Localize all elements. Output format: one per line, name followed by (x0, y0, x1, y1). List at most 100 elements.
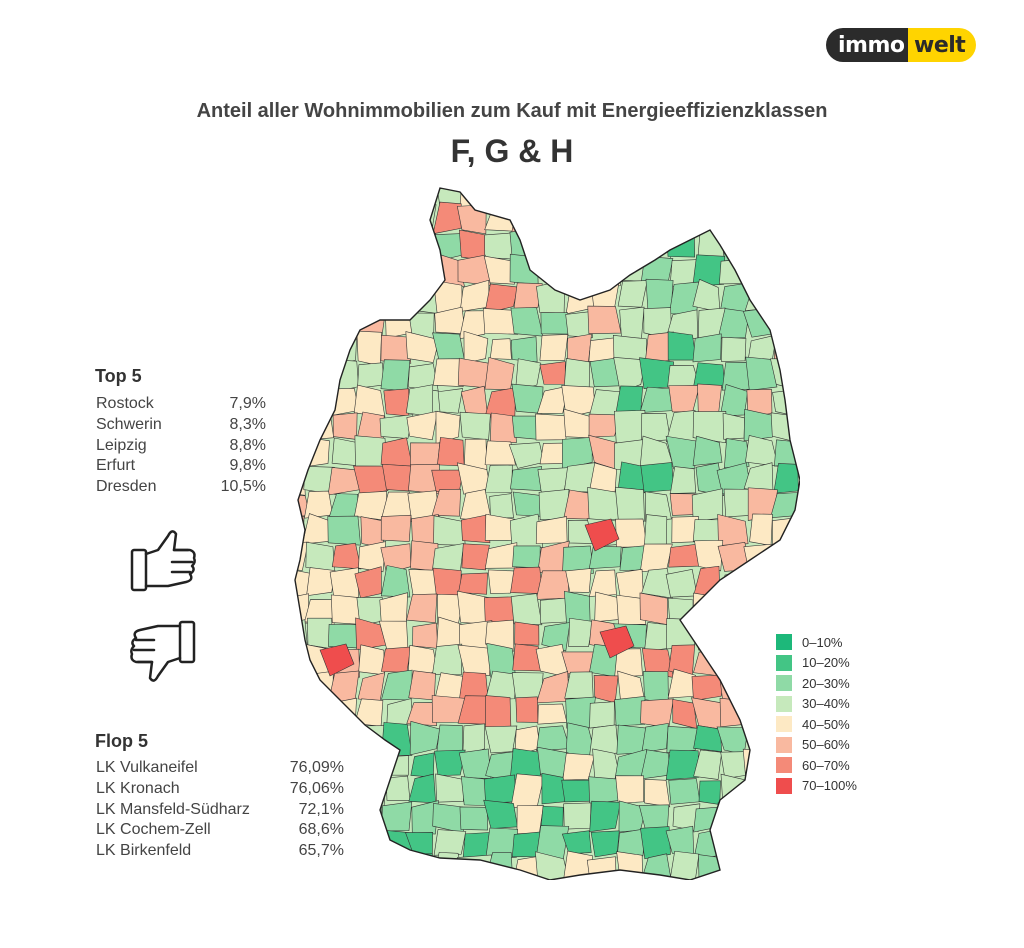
district-region (589, 701, 615, 729)
district-region (380, 259, 415, 286)
list-item: LK Kronach 76,06% (96, 779, 344, 797)
district-region (295, 358, 310, 390)
district-region (743, 565, 775, 596)
district-region (515, 358, 542, 392)
district-region (295, 670, 306, 699)
district-region (565, 311, 593, 338)
district-region (354, 188, 385, 206)
district-region (406, 593, 438, 624)
district-region (665, 749, 700, 781)
district-region (460, 514, 491, 544)
district-region (431, 488, 461, 517)
district-region (434, 749, 466, 776)
district-region (616, 851, 643, 880)
district-region (588, 337, 618, 362)
district-region (617, 188, 642, 205)
district-region (614, 486, 645, 522)
district-region (692, 188, 721, 210)
legend-swatch (776, 695, 792, 712)
district-region (410, 752, 435, 778)
district-region (482, 308, 519, 335)
district-region (644, 331, 674, 363)
district-region (695, 462, 725, 496)
district-region (409, 720, 441, 756)
list-item: Erfurt 9,8% (96, 457, 266, 475)
district-region (329, 567, 359, 599)
district-region (513, 282, 543, 314)
district-region (412, 622, 438, 649)
list-item: Dresden 10,5% (96, 478, 266, 496)
district-region (562, 188, 595, 209)
district-region (668, 778, 701, 805)
district-region (599, 625, 635, 659)
district-region (333, 202, 357, 233)
district-region (462, 723, 486, 757)
district-region (510, 336, 538, 363)
legend-swatch (776, 757, 792, 774)
district-region (331, 542, 362, 570)
district-region (534, 188, 568, 211)
district-region (719, 671, 751, 702)
district-region (459, 806, 488, 831)
district-region (776, 311, 800, 339)
district-region (305, 361, 332, 389)
district-region (721, 851, 748, 880)
district-region (588, 569, 617, 597)
district-region (354, 490, 388, 521)
district-region (771, 544, 800, 573)
district-region (380, 514, 412, 542)
district-region (483, 774, 517, 804)
district-region (539, 361, 566, 385)
district-region (484, 209, 517, 232)
legend-item: 0–10% (776, 632, 857, 653)
district-region (743, 188, 778, 211)
district-region (665, 435, 697, 470)
district-region (407, 226, 436, 258)
district-region (773, 331, 800, 363)
district-region (381, 646, 412, 673)
district-region (616, 594, 647, 626)
district-region (584, 518, 620, 552)
district-region (643, 514, 668, 549)
district-region (295, 283, 307, 311)
district-region (326, 722, 361, 756)
district-region (461, 543, 490, 571)
district-region (301, 697, 334, 727)
district-region (667, 203, 697, 234)
germany-choropleth-map (294, 187, 800, 880)
district-region (537, 467, 570, 494)
district-region (485, 827, 518, 860)
district-region (744, 780, 778, 808)
district-region (305, 202, 335, 234)
legend-item: 40–50% (776, 714, 857, 735)
district-region (319, 643, 355, 677)
district-region (568, 617, 594, 647)
district-region (693, 749, 723, 780)
district-region (303, 281, 333, 312)
district-region (666, 726, 698, 753)
district-region (355, 231, 388, 258)
district-region (295, 593, 309, 624)
district-region (295, 410, 309, 441)
district-region (483, 255, 515, 285)
district-region (693, 806, 726, 833)
district-region (295, 188, 306, 210)
district-region (588, 228, 620, 259)
district-region (615, 518, 648, 548)
district-region (665, 569, 698, 598)
district-region (405, 832, 433, 855)
district-region (692, 435, 723, 466)
district-region (510, 466, 542, 492)
district-region (353, 384, 386, 418)
district-region (358, 644, 385, 676)
district-region (508, 188, 540, 208)
district-region (406, 410, 438, 441)
district-region (405, 853, 436, 880)
district-region (381, 722, 413, 756)
district-region (564, 202, 593, 235)
district-region (537, 703, 568, 725)
district-region (490, 412, 517, 443)
legend-swatch (776, 675, 792, 692)
district-region (748, 698, 777, 729)
district-region (295, 696, 310, 730)
